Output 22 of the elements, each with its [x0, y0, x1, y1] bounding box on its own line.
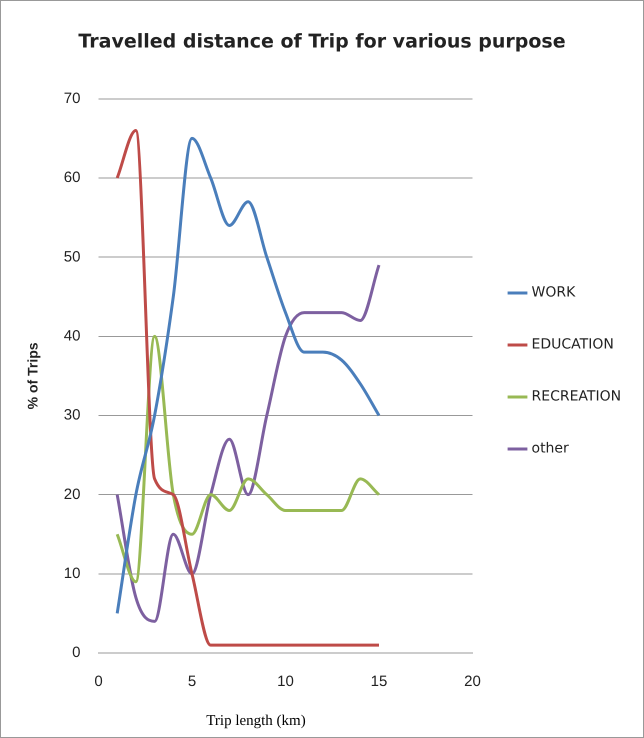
x-axis-title: Trip length (km) — [205, 713, 307, 730]
x-tick-label: 20 — [464, 673, 481, 690]
chart-title: Travelled distance of Trip for various purpose — [78, 30, 566, 52]
legend-label: RECREATION — [532, 388, 622, 405]
y-tick-label: 70 — [64, 90, 80, 107]
y-axis-title: % of Trips — [24, 342, 40, 410]
y-tick-label: 60 — [64, 169, 80, 186]
y-tick-label: 30 — [64, 406, 80, 424]
x-tick-label: 0 — [94, 673, 103, 690]
x-tick-label: 15 — [370, 673, 388, 690]
x-tick-label: 10 — [277, 673, 294, 690]
y-tick-label: 50 — [64, 248, 80, 266]
y-tick-label: 40 — [64, 327, 80, 344]
y-tick-label: 10 — [64, 564, 80, 582]
legend-label: other — [532, 440, 570, 457]
legend-label: WORK — [532, 284, 576, 301]
y-tick-label: 20 — [64, 486, 80, 503]
x-tick-label: 5 — [188, 673, 196, 690]
line-series — [116, 264, 380, 623]
legend-label: EDUCATION — [532, 336, 614, 353]
line-series — [116, 334, 380, 584]
y-tick-label: 0 — [72, 644, 80, 662]
